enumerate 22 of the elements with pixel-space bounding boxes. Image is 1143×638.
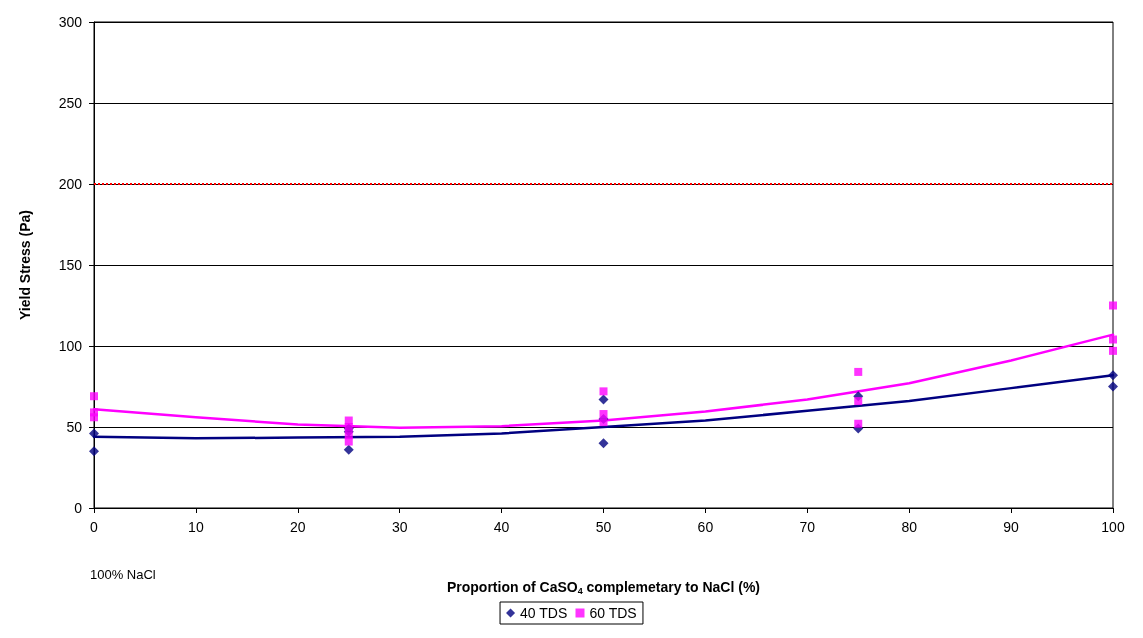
legend-label: 40 TDS xyxy=(520,605,568,621)
x-tick-label: 0 xyxy=(90,519,99,535)
x-tick-label: 60 xyxy=(697,519,714,535)
legend-label: 60 TDS xyxy=(589,605,637,621)
y-tick-label: 150 xyxy=(58,257,83,273)
y-axis-title: Yield Stress (Pa) xyxy=(17,210,33,320)
x-tick-label: 40 xyxy=(493,519,510,535)
x-tick-label: 20 xyxy=(290,519,306,535)
y-tick-label: 250 xyxy=(58,95,83,111)
y-tick-label: 50 xyxy=(66,419,83,435)
x-tick-label: 50 xyxy=(595,519,612,535)
x-tick-label: 70 xyxy=(799,519,816,535)
x-tick-label: 10 xyxy=(188,519,204,535)
x-tick-label: 100 xyxy=(1101,519,1125,535)
y-tick-label: 200 xyxy=(58,176,83,192)
y-tick-label: 300 xyxy=(58,14,83,30)
x-tick-label: 90 xyxy=(1003,519,1020,535)
x-tick-label: 30 xyxy=(391,519,408,535)
y-tick-label: 100 xyxy=(58,338,83,354)
y-tick-label: 0 xyxy=(74,500,83,516)
x-tick-label: 80 xyxy=(901,519,918,535)
text: 100% NaCl xyxy=(90,567,156,582)
